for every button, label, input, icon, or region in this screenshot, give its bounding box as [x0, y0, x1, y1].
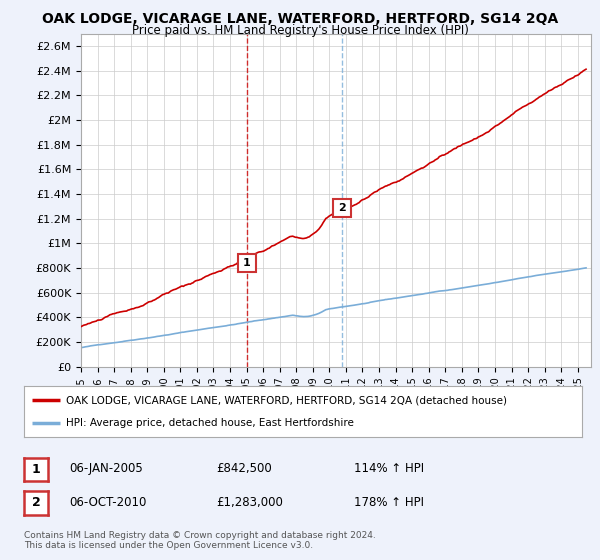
Text: 2: 2 [32, 496, 40, 510]
Text: HPI: Average price, detached house, East Hertfordshire: HPI: Average price, detached house, East… [66, 418, 354, 428]
Text: OAK LODGE, VICARAGE LANE, WATERFORD, HERTFORD, SG14 2QA: OAK LODGE, VICARAGE LANE, WATERFORD, HER… [42, 12, 558, 26]
Text: 06-OCT-2010: 06-OCT-2010 [69, 496, 146, 509]
Text: £1,283,000: £1,283,000 [216, 496, 283, 509]
Text: Contains HM Land Registry data © Crown copyright and database right 2024.
This d: Contains HM Land Registry data © Crown c… [24, 531, 376, 550]
Text: 114% ↑ HPI: 114% ↑ HPI [354, 462, 424, 475]
Text: 1: 1 [243, 258, 251, 268]
Text: 1: 1 [32, 463, 40, 476]
Text: 06-JAN-2005: 06-JAN-2005 [69, 462, 143, 475]
Text: Price paid vs. HM Land Registry's House Price Index (HPI): Price paid vs. HM Land Registry's House … [131, 24, 469, 37]
Text: 178% ↑ HPI: 178% ↑ HPI [354, 496, 424, 509]
Text: 2: 2 [338, 203, 346, 213]
Text: OAK LODGE, VICARAGE LANE, WATERFORD, HERTFORD, SG14 2QA (detached house): OAK LODGE, VICARAGE LANE, WATERFORD, HER… [66, 395, 507, 405]
Text: £842,500: £842,500 [216, 462, 272, 475]
